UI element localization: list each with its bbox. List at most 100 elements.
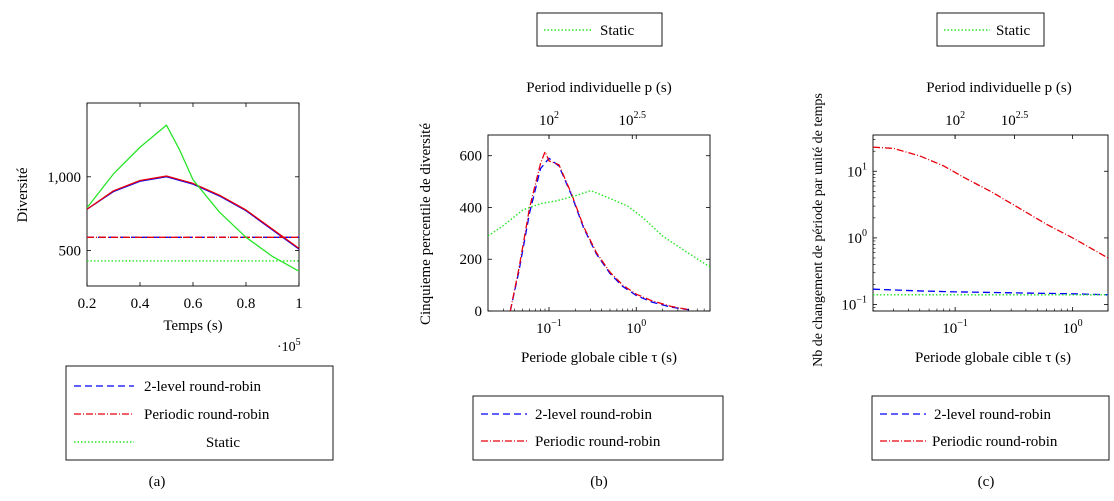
legend-c-label-2level: 2-level round-robin	[934, 407, 1052, 423]
x-tick-label-b-exp: 0	[641, 318, 646, 329]
y-ticks-b: 0 200 400 600	[460, 149, 710, 320]
caption-b: (b)	[590, 474, 608, 490]
y-tick-label-b-base: 400	[460, 200, 483, 216]
top-tick-label-c: 102	[945, 110, 965, 129]
x-tick-label-c: 10−1	[942, 318, 968, 337]
y-tick-label-c-exp: −1	[856, 295, 867, 306]
x-tick-label-c-base: 10	[1063, 321, 1078, 337]
top-axis-label-c-text: Period individuelle p (s)	[926, 80, 1071, 96]
x-tick-label-a-base: 1	[295, 296, 303, 312]
x-tick-label-a: 0.6	[184, 296, 203, 312]
y-tick-label-c-base: 10	[841, 298, 856, 314]
top-x-ticks-c: 102 102.5	[945, 110, 1028, 139]
series-line-a-2	[87, 175, 299, 249]
y-axis-label-c: Nb de changement de période par unité de…	[811, 93, 826, 367]
y-tick-label-b-base: 200	[460, 252, 483, 268]
top-tick-label-b-exp: 2	[554, 110, 559, 121]
top-x-ticks-b: 102 102.5	[539, 110, 646, 139]
plot-area-a	[86, 102, 300, 287]
x-tick-label-a-base: 0.2	[78, 296, 97, 312]
top-axis-label-b-text: Period individuelle p (s)	[526, 80, 671, 96]
plot-area-b	[487, 134, 711, 312]
top-tick-label-c-exp: 2	[960, 110, 965, 121]
x-tick-label-b-base: 10	[626, 321, 641, 337]
y-tick-label-b-base: 0	[475, 304, 483, 320]
x-tick-label-b-exp: −1	[551, 318, 562, 329]
legend-top-b-label-static: Static	[600, 23, 635, 39]
x-tick-label-b: 100	[626, 318, 646, 337]
x-ticks-c: 10−1 100	[872, 135, 1109, 337]
top-tick-label-c-exp: 2.5	[1016, 110, 1029, 121]
top-tick-label-c: 102.5	[1001, 110, 1029, 129]
x-tick-label-a: 0.2	[78, 296, 97, 312]
y-tick-label-c: 100	[847, 228, 867, 247]
series-line-b-2	[488, 189, 710, 268]
y-tick-label-b: 0	[475, 304, 483, 320]
x-tick-label-a: 1	[295, 296, 303, 312]
x-tick-label-a: 0.8	[237, 296, 256, 312]
top-axis-label-b: Period individuelle p (s)	[526, 80, 671, 96]
legend-b-label-periodic: Periodic round-robin	[535, 434, 661, 450]
series-line-c-0	[873, 288, 1108, 296]
top-tick-label-b: 102	[539, 110, 559, 129]
panel-c: Static Period individuelle p (s) 10−1 100…	[811, 12, 1110, 490]
top-tick-label-b-base: 10	[539, 113, 554, 129]
y-axis-label-b: Cinquieme percentile de diversité	[418, 123, 434, 325]
y-tick-label-c-base: 10	[847, 164, 862, 180]
y-tick-label-c: 10−1	[841, 295, 867, 314]
x-tick-label-a: 0.4	[131, 296, 150, 312]
series-group-c	[873, 146, 1108, 296]
x-multiplier-exp-a: 5	[296, 337, 301, 348]
panel-a: 0.2 0.4 0.6 0.8 1 500 1,000 Temps (s) ·105 Di…	[15, 102, 334, 490]
legend-c-label-periodic: Periodic round-robin	[932, 434, 1058, 450]
series-line-b-1	[509, 151, 689, 311]
x-tick-label-a-base: 0.4	[131, 296, 150, 312]
plot-area-c	[872, 134, 1109, 312]
legend-b	[472, 395, 724, 461]
y-tick-label-c-base: 10	[847, 231, 862, 247]
x-tick-label-c-base: 10	[942, 321, 957, 337]
y-tick-label-b: 400	[460, 200, 483, 216]
x-axis-label-c: Periode globale cible τ (s)	[915, 350, 1071, 366]
legend-a-label-static: Static	[206, 435, 241, 451]
top-tick-label-b: 102.5	[619, 110, 647, 129]
x-tick-label-b: 10−1	[536, 318, 562, 337]
y-tick-label-a: 1,000	[47, 170, 81, 186]
y-ticks-a: 500 1,000	[47, 170, 299, 260]
y-tick-label-b: 200	[460, 252, 483, 268]
x-axis-label-a: Temps (s)	[163, 318, 222, 334]
y-tick-label-a: 500	[59, 244, 82, 260]
y-axis-label-a: Diversité	[15, 167, 31, 222]
top-tick-label-b-base: 10	[619, 113, 634, 129]
x-tick-label-a-base: 0.6	[184, 296, 203, 312]
y-tick-label-a-base: 1,000	[47, 170, 81, 186]
x-tick-label-c-exp: −1	[957, 318, 968, 329]
y-tick-label-b: 600	[460, 149, 483, 165]
x-ticks-a: 0.2 0.4 0.6 0.8 1	[78, 103, 303, 312]
caption-a: (a)	[149, 474, 166, 490]
y-tick-label-c: 101	[847, 161, 867, 180]
top-tick-label-c-base: 10	[945, 113, 960, 129]
x-ticks-b: 10−1 100	[487, 135, 711, 337]
series-line-b-0	[509, 157, 689, 311]
x-tick-label-b-base: 10	[536, 321, 551, 337]
x-axis-label-b: Periode globale cible τ (s)	[521, 350, 677, 366]
x-multiplier-base-a: ·10	[277, 340, 296, 355]
series-group-b	[488, 151, 710, 311]
legend-top-c-label-static: Static	[996, 23, 1031, 39]
series-line-a-4	[87, 124, 299, 272]
caption-c: (c)	[978, 474, 995, 490]
series-line-a-0	[87, 176, 299, 250]
panel-b: Static Period individuelle p (s) 10−1 100…	[418, 12, 724, 490]
x-multiplier-a: ·105	[277, 337, 301, 355]
x-tick-label-a-base: 0.8	[237, 296, 256, 312]
series-line-c-1	[873, 146, 1108, 259]
y-tick-label-c-exp: 1	[862, 161, 867, 172]
x-tick-label-c: 100	[1063, 318, 1083, 337]
x-tick-label-c-exp: 0	[1078, 318, 1083, 329]
y-tick-label-a-base: 500	[59, 244, 82, 260]
series-group-a	[87, 124, 299, 272]
legend-c	[871, 395, 1110, 461]
